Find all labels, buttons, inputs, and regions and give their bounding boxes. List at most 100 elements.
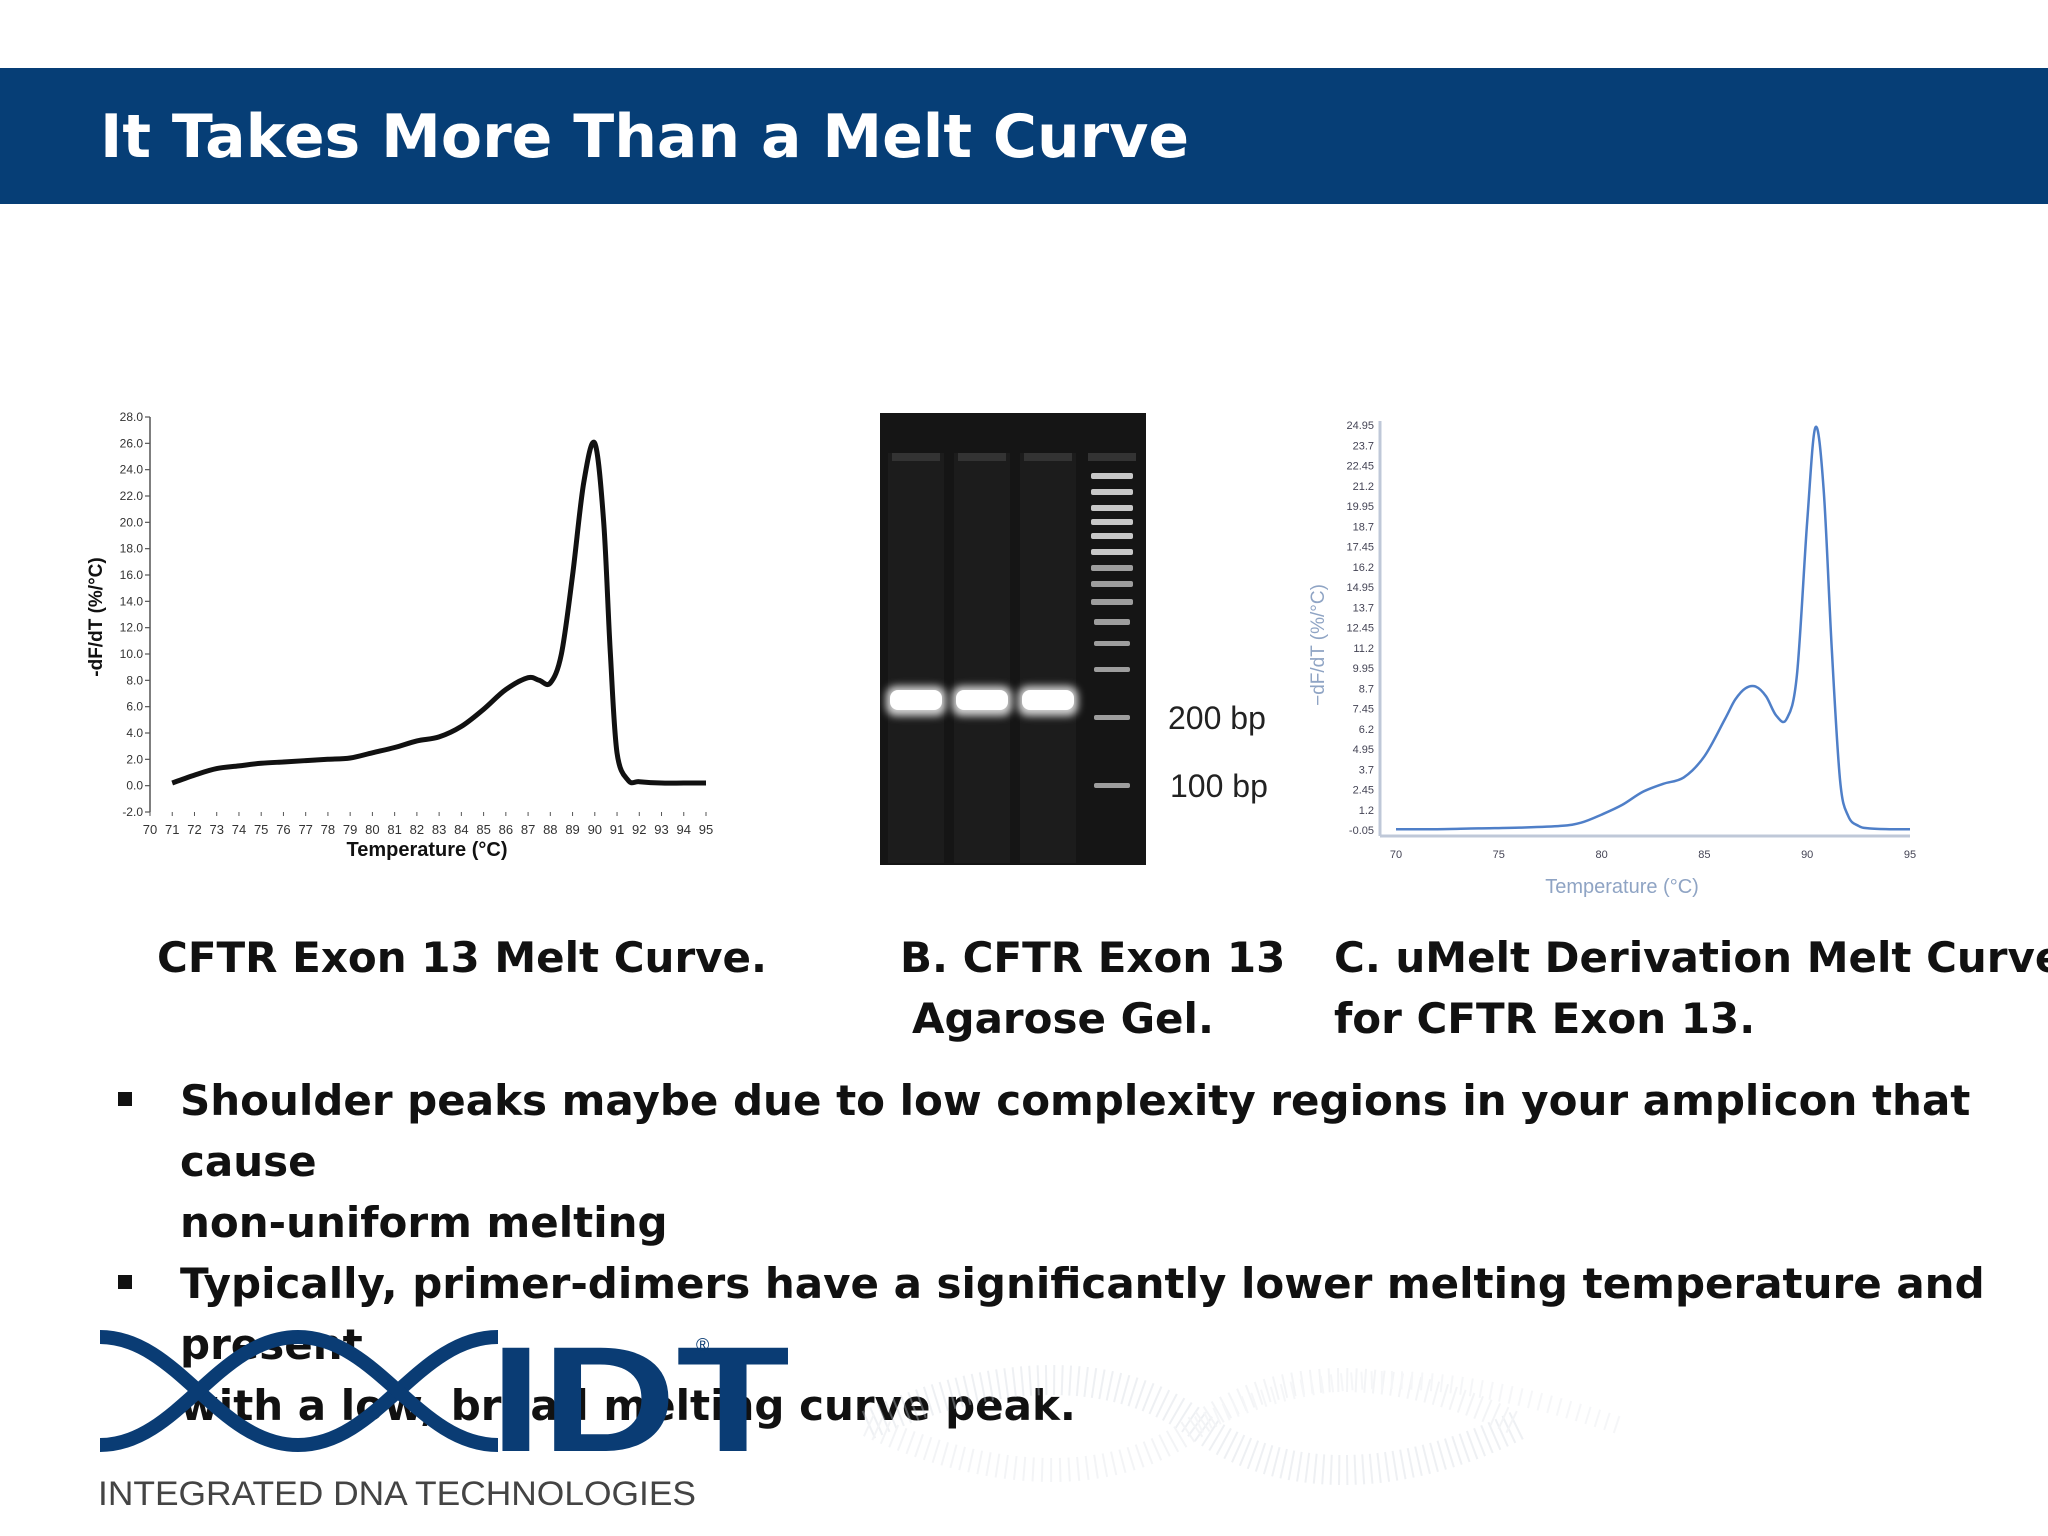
idt-logo: IDT ® INTEGRATED DNA TECHNOLOGIES	[98, 1325, 1621, 1513]
ladder-band	[1094, 619, 1130, 625]
sample-bands	[886, 686, 1078, 716]
ladder-band	[1094, 715, 1130, 720]
y-tick-label: 19.95	[1346, 501, 1374, 513]
y-tick-label: 10.0	[120, 647, 144, 661]
caption-c-line2: for CFTR Exon 13.	[1334, 994, 1756, 1043]
x-tick-label: 90	[588, 822, 602, 837]
ladder-band	[1091, 519, 1133, 525]
y-tick-label: 12.0	[120, 621, 144, 635]
y-tick-label: 8.0	[126, 673, 143, 687]
x-tick-label: 85	[476, 822, 490, 837]
x-tick-label: 80	[1595, 849, 1607, 861]
caption-a: CFTR Exon 13 Melt Curve.	[157, 933, 767, 982]
ladder-band	[1091, 599, 1133, 605]
x-tick-label: 84	[454, 822, 468, 837]
y-tick-label: 12.45	[1346, 623, 1374, 635]
ladder-band	[1091, 473, 1133, 479]
y-tick-label: 4.0	[126, 726, 143, 740]
band-lane-3	[1022, 690, 1074, 710]
dna-pattern-watermark	[861, 1365, 1621, 1485]
x-tick-label: 87	[521, 822, 535, 837]
x-tick-label: 95	[699, 822, 713, 837]
bullet-text-line1: Shoulder peaks maybe due to low complexi…	[180, 1076, 1971, 1186]
x-tick-label: 82	[410, 822, 424, 837]
ladder-band	[1091, 489, 1133, 495]
x-tick-label: 75	[1493, 849, 1505, 861]
marker-100-label: 100 bp	[1170, 768, 1268, 804]
x-tick-label: 76	[276, 822, 290, 837]
slide-title: It Takes More Than a Melt Curve	[100, 102, 1190, 172]
band-lane-2	[956, 690, 1008, 710]
umelt-curve-line	[1395, 425, 1911, 831]
ladder-band	[1094, 783, 1130, 788]
ladder-band	[1094, 667, 1130, 672]
title-bar: It Takes More Than a Melt Curve	[0, 68, 2048, 204]
square-bullet-icon	[118, 1275, 132, 1289]
x-tick-label: 95	[1904, 849, 1916, 861]
y-tick-label: 1.2	[1359, 805, 1374, 817]
y-tick-label: 17.45	[1346, 542, 1374, 554]
y-tick-label: 18.0	[120, 542, 144, 556]
dna-helix-icon	[99, 1329, 499, 1453]
y-tick-label: 3.7	[1359, 764, 1374, 776]
y-tick-label: 11.2	[1353, 643, 1374, 655]
lane-2	[954, 453, 1010, 863]
caption-b-line1: B. CFTR Exon 13	[900, 933, 1286, 982]
marker-200-label: 200 bp	[1168, 700, 1266, 736]
caption-b-line2: Agarose Gel.	[912, 994, 1214, 1043]
x-tick-label: 73	[209, 822, 223, 837]
x-axis-label: Temperature (°C)	[347, 839, 508, 861]
x-tick-label: 80	[365, 822, 379, 837]
ladder-band	[1091, 565, 1133, 571]
x-tick-label: 83	[432, 822, 446, 837]
lane-1	[888, 453, 944, 863]
y-tick-label: 7.45	[1353, 704, 1374, 716]
y-tick-label: 0.0	[126, 779, 143, 793]
x-tick-label: 89	[565, 822, 579, 837]
x-tick-label: 70	[143, 822, 157, 837]
y-tick-label: 2.45	[1353, 785, 1374, 797]
bullet-list: Shoulder peaks maybe due to low complexi…	[110, 1070, 2010, 1436]
y-tick-label: 14.95	[1346, 582, 1374, 594]
x-tick-label: 74	[232, 822, 246, 837]
x-tick-label: 92	[632, 822, 646, 837]
y-tick-label: 4.95	[1353, 744, 1374, 756]
y-tick-label: -0.05	[1349, 825, 1374, 837]
x-tick-label: 77	[298, 822, 312, 837]
square-bullet-icon	[118, 1092, 132, 1106]
y-tick-label: 16.2	[1353, 562, 1374, 574]
x-tick-label: 78	[321, 822, 335, 837]
umelt-curve-chart-c: 24.95 23.7 22.45 21.2 19.95 18.7 17.45 16.2 14.9…	[1308, 420, 1916, 898]
logo-tagline: INTEGRATED DNA TECHNOLOGIES	[98, 1475, 696, 1513]
x-tick-label: 90	[1801, 849, 1813, 861]
y-tick-label: 23.7	[1353, 440, 1374, 452]
ladder-band	[1094, 641, 1130, 646]
x-axis-label: Temperature (°C)	[1545, 876, 1699, 898]
y-tick-label: 18.7	[1353, 521, 1374, 533]
y-tick-label: 8.7	[1359, 683, 1374, 695]
caption-c-line1: C. uMelt Derivation Melt Curve	[1334, 933, 2048, 982]
melt-curve-line	[171, 439, 706, 786]
bullet-text-line1: Typically, primer-dimers have a signific…	[180, 1259, 1985, 1369]
bullet-text-line2: with a low, broad melting curve peak.	[180, 1381, 1076, 1430]
y-tick-label: 2.0	[126, 752, 143, 766]
ladder-band	[1091, 533, 1133, 539]
lane-3	[1020, 453, 1076, 863]
y-tick-label: 24.95	[1346, 420, 1374, 432]
x-tick-label: 88	[543, 822, 557, 837]
dna-ladder	[1091, 473, 1133, 788]
ladder-band	[1091, 581, 1133, 587]
x-tick-label: 70	[1390, 849, 1402, 861]
agarose-gel-image	[880, 413, 1146, 865]
y-tick-label: 28.0	[120, 410, 144, 424]
melt-curve-chart-a: 28.0 26.0 24.0 22.0 20.0 18.0 16.0 14.0 12.0 10.0…	[86, 410, 713, 861]
ladder-band	[1091, 549, 1133, 555]
y-tick-label: 22.0	[120, 489, 144, 503]
x-tick-label: 94	[677, 822, 691, 837]
gel-bands	[880, 413, 1146, 865]
x-tick-label: 85	[1698, 849, 1710, 861]
y-tick-label: 9.95	[1353, 663, 1374, 675]
registered-mark: ®	[696, 1335, 709, 1355]
y-tick-label: 14.0	[120, 594, 144, 608]
x-tick-label: 71	[165, 822, 179, 837]
